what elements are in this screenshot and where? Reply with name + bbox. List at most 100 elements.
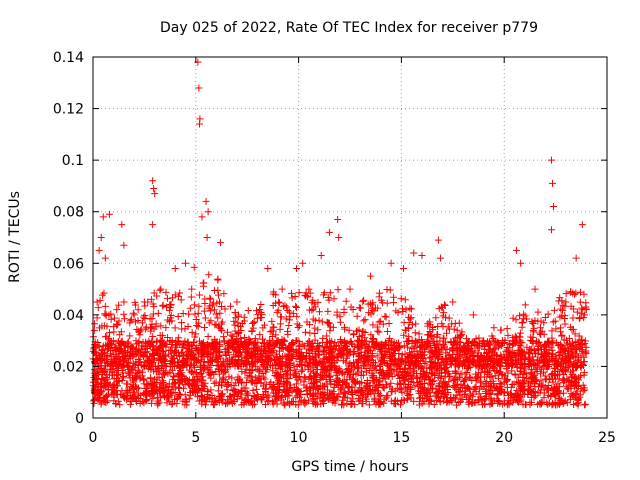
data-point xyxy=(327,323,335,331)
data-point xyxy=(513,338,521,346)
data-point xyxy=(517,382,525,390)
data-point xyxy=(488,399,496,407)
data-point xyxy=(196,291,204,299)
data-point xyxy=(194,309,202,317)
data-point xyxy=(286,316,294,324)
data-point xyxy=(420,389,428,397)
data-point xyxy=(517,342,525,350)
data-point xyxy=(129,343,137,351)
data-point xyxy=(208,398,216,406)
data-point xyxy=(159,389,167,397)
data-point xyxy=(273,308,281,316)
data-point xyxy=(343,349,351,357)
data-point xyxy=(176,380,184,388)
data-point xyxy=(232,314,240,322)
data-point xyxy=(162,343,170,351)
data-point xyxy=(346,373,354,381)
data-point xyxy=(386,352,394,360)
data-point xyxy=(531,350,539,358)
data-point xyxy=(526,345,534,353)
data-point xyxy=(404,391,412,399)
data-point xyxy=(293,264,301,272)
data-point xyxy=(336,386,344,394)
data-point xyxy=(515,350,523,358)
data-point xyxy=(197,369,205,377)
data-point xyxy=(557,305,565,313)
data-point xyxy=(286,360,294,368)
data-point xyxy=(318,397,326,405)
data-point xyxy=(133,326,141,334)
data-point xyxy=(332,380,340,388)
data-point xyxy=(323,338,331,346)
data-point xyxy=(244,306,252,314)
data-point xyxy=(438,355,446,363)
data-point xyxy=(218,362,226,370)
data-point xyxy=(341,340,349,348)
data-point xyxy=(354,349,362,357)
data-point xyxy=(238,358,246,366)
data-point xyxy=(381,312,389,320)
data-point xyxy=(521,400,529,408)
data-point xyxy=(309,305,317,313)
data-point xyxy=(287,289,295,297)
data-point xyxy=(357,348,365,356)
data-point xyxy=(411,382,419,390)
data-point xyxy=(497,362,505,370)
data-point xyxy=(253,307,261,315)
data-point xyxy=(103,352,111,360)
data-point xyxy=(141,385,149,393)
data-point xyxy=(193,321,201,329)
data-point xyxy=(293,363,301,371)
data-point xyxy=(462,375,470,383)
data-point xyxy=(215,370,223,378)
data-point xyxy=(391,397,399,405)
data-point xyxy=(509,336,517,344)
data-point xyxy=(550,383,558,391)
data-point xyxy=(290,310,298,318)
data-point xyxy=(559,306,567,314)
data-point xyxy=(438,304,446,312)
data-point xyxy=(283,369,291,377)
data-point xyxy=(305,346,313,354)
data-point xyxy=(540,389,548,397)
data-point xyxy=(320,355,328,363)
data-point xyxy=(381,345,389,353)
data-point xyxy=(273,353,281,361)
data-point xyxy=(342,297,350,305)
data-point xyxy=(510,340,518,348)
data-point xyxy=(281,302,289,310)
data-point xyxy=(202,197,210,205)
data-point xyxy=(134,317,142,325)
data-point xyxy=(579,360,587,368)
data-point xyxy=(341,323,349,331)
data-point xyxy=(222,352,230,360)
data-point xyxy=(571,330,579,338)
data-point xyxy=(385,319,393,327)
data-point xyxy=(381,395,389,403)
data-point xyxy=(406,304,414,312)
data-point xyxy=(306,306,314,314)
data-point xyxy=(473,342,481,350)
data-point xyxy=(305,285,313,293)
data-point xyxy=(299,259,307,267)
data-point xyxy=(330,394,338,402)
data-point xyxy=(103,355,111,363)
data-point xyxy=(135,337,143,345)
data-point xyxy=(465,345,473,353)
data-point xyxy=(359,371,367,379)
data-point xyxy=(376,362,384,370)
data-point xyxy=(200,282,208,290)
data-point xyxy=(260,339,268,347)
data-point xyxy=(146,342,154,350)
data-point xyxy=(567,288,575,296)
data-point xyxy=(132,350,140,358)
data-point xyxy=(514,379,522,387)
data-point xyxy=(486,340,494,348)
data-point xyxy=(154,362,162,370)
data-point xyxy=(379,357,387,365)
data-point xyxy=(432,344,440,352)
data-point xyxy=(427,353,435,361)
data-point xyxy=(387,259,395,267)
data-point xyxy=(471,384,479,392)
data-point xyxy=(328,338,336,346)
